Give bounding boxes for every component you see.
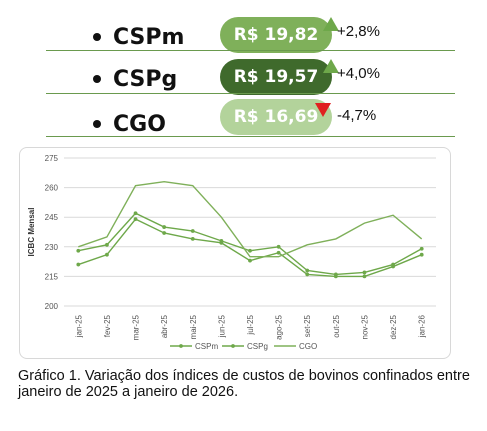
x-tick-label: fev-25 [103,314,112,337]
legend-marker [179,344,183,348]
x-tick-label: mai-25 [189,314,198,339]
indicator-name: CSPg [113,67,178,92]
data-point [362,274,367,279]
indicator-row-cgo: CGO R$ 16,69 -4,7% [0,99,487,139]
data-point [76,262,81,267]
x-tick-label: mar-25 [132,314,141,340]
indicator-row-cspg: CSPg R$ 19,57 +4,0% [0,59,487,99]
change-value: +2,8% [337,23,380,40]
change-value: +4,0% [337,65,380,82]
legend-marker [231,344,235,348]
data-point [248,258,252,263]
data-point [162,231,167,235]
price-pill: R$ 16,69 [220,99,332,135]
series-line-cgo [78,180,423,258]
figure-caption: Gráfico 1. Variação dos índices de custo… [18,368,470,400]
price-pill: R$ 19,57 [220,59,332,95]
x-tick-label: jan-25 [74,314,83,338]
price-pill: R$ 19,82 [220,17,332,53]
y-tick-label: 200 [45,302,59,311]
data-point [419,252,424,257]
data-point [391,262,395,267]
y-tick-label: 245 [45,213,59,222]
data-point [305,272,310,277]
series-line-cspg [78,212,423,276]
data-point [276,244,281,249]
x-tick-label: out-25 [332,314,341,337]
separator-line [46,93,455,94]
data-point [190,237,195,241]
data-point [276,250,281,255]
arrow-down-icon [315,103,331,117]
x-tick-label: jun-25 [217,314,226,338]
x-tick-label: abr-25 [160,314,169,338]
y-tick-label: 215 [45,272,59,281]
x-tick-label: jul-25 [246,314,255,335]
data-point [219,238,224,243]
data-point [248,248,252,253]
data-point [133,217,138,222]
line-chart: 200 215 230 245 260 275 jan-25 fev-25 mar-25 abr-… [27,154,436,351]
arrow-up-icon [323,17,339,31]
arrow-up-icon [323,59,339,73]
legend-label: CGO [299,342,317,351]
x-tick-label: jan-26 [418,314,427,338]
y-tick-label: 230 [45,243,59,252]
data-point [162,225,167,229]
chart-container: 200 215 230 245 260 275 jan-25 fev-25 mar-25 abr-… [19,147,451,359]
data-point [419,246,424,251]
y-axis-label: ICBC Mensal [27,208,36,257]
bullet-dot [93,120,101,128]
data-point [105,252,109,257]
change-value: -4,7% [337,107,377,124]
data-point [362,270,367,275]
data-point [133,211,138,216]
separator-line [46,50,455,51]
indicator-name: CGO [113,112,166,137]
x-tick-label: set-25 [303,314,312,337]
data-point [333,272,338,277]
legend-label: CSPm [195,342,218,351]
separator-line [46,136,455,137]
data-point [305,268,310,273]
indicator-row-cspm: CSPm R$ 19,82 +2,8% [0,17,487,57]
series-line-cspm [78,218,422,278]
x-tick-label: dez-25 [389,314,398,339]
bullet-dot [93,75,101,83]
data-point [190,229,195,233]
data-point [76,248,81,253]
legend-label: CSPg [247,342,268,351]
y-tick-label: 275 [45,154,59,163]
indicator-name: CSPm [113,25,185,50]
y-tick-label: 260 [45,184,59,193]
data-point [105,242,109,247]
x-tick-label: ago-25 [275,314,284,339]
bullet-dot [93,33,101,41]
x-tick-label: nov-25 [360,314,369,339]
